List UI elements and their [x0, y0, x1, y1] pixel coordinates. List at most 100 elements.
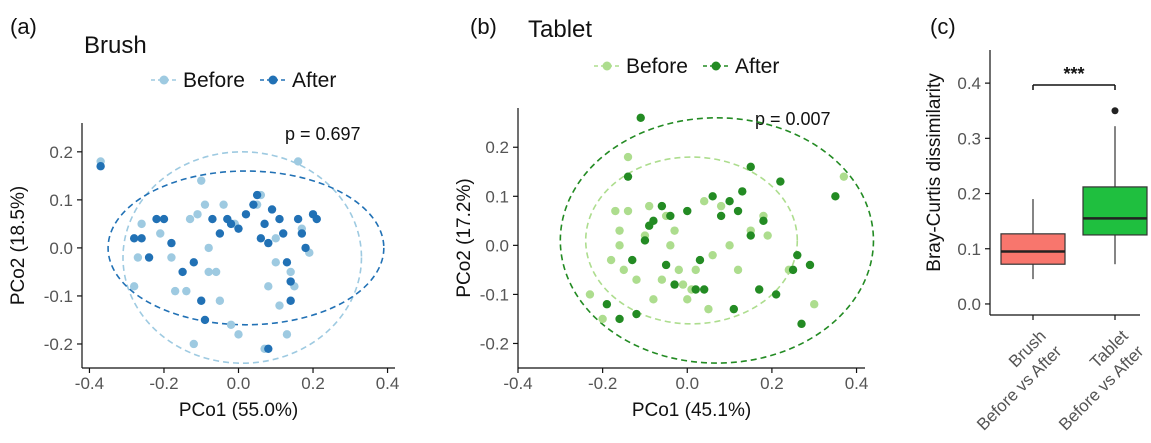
data-point [623, 172, 633, 181]
data-point [200, 315, 210, 325]
data-point [189, 339, 198, 349]
data-point [293, 157, 303, 166]
data-point [264, 282, 273, 291]
data-point [810, 300, 819, 309]
legend-marker [711, 61, 721, 71]
y-tick-label: 0.0 [485, 236, 509, 255]
y-tick-label: 0.2 [485, 138, 509, 157]
data-point [666, 241, 675, 250]
data-point [215, 229, 225, 238]
x-tick-label: 0.4 [845, 374, 869, 393]
data-point [271, 234, 280, 243]
y-tick-label: -0.1 [44, 287, 73, 306]
data-point [661, 260, 671, 270]
box-iqr [1000, 233, 1066, 265]
data-point [197, 176, 206, 185]
data-point [636, 113, 645, 123]
data-point [234, 224, 243, 233]
y-tick-label: 0.1 [957, 240, 981, 259]
data-point [666, 211, 675, 221]
data-point [649, 295, 658, 304]
data-point [615, 241, 624, 250]
legend-marker [159, 75, 169, 85]
y-tick-label: 0.2 [957, 185, 981, 204]
x-tick-label: 0.2 [760, 374, 784, 393]
data-point [632, 275, 641, 284]
data-point [759, 216, 768, 226]
y-tick-label: -0.1 [480, 285, 509, 304]
x-axis-label: PCo1 (55.0%) [179, 400, 298, 421]
data-point [129, 234, 139, 243]
data-point [615, 314, 624, 324]
panel-c: (c) 0.0 0.1 0.2 0.3 0.4 Bray-Curtis dissimilar… [924, 14, 1148, 434]
data-point [805, 260, 815, 270]
data-point [683, 295, 692, 304]
y-tick-label: -0.2 [44, 335, 73, 354]
data-point [170, 286, 180, 296]
data-point [623, 206, 633, 216]
data-point [204, 267, 213, 277]
data-point [839, 172, 849, 181]
panel-title: Tablet [528, 16, 592, 43]
data-point [670, 226, 679, 235]
box-tablet [1082, 107, 1148, 265]
data-point [691, 265, 700, 275]
data-point [133, 253, 143, 262]
data-point [733, 206, 743, 216]
data-point [683, 206, 692, 216]
data-point [729, 304, 739, 314]
x-tick-label: 0.0 [675, 374, 699, 393]
data-point [129, 282, 139, 291]
data-point [293, 214, 303, 224]
data-point [211, 267, 221, 277]
legend-label: After [735, 55, 779, 78]
data-point [189, 258, 198, 267]
data-point [152, 214, 161, 224]
data-point [632, 309, 641, 319]
data-point [178, 267, 187, 277]
significance-stars: *** [1063, 64, 1084, 84]
data-point [264, 344, 273, 353]
data-point [312, 214, 321, 224]
panel-a: (a) Brush Before After -0.4 -0.2 0.0 0.2 0.4 -0.2… [8, 14, 399, 421]
x-tick-label: -0.2 [149, 374, 178, 393]
data-point [716, 201, 726, 211]
confidence-ellipse-after [559, 117, 875, 364]
data-point [602, 300, 612, 309]
y-tick-label: 0.0 [957, 295, 981, 314]
data-point [264, 238, 273, 248]
legend-item-after: After [703, 55, 779, 78]
data-point [788, 265, 798, 275]
legend-item-after: After [260, 69, 336, 92]
y-tick-label: 0.4 [957, 74, 981, 93]
data-point [267, 205, 277, 214]
data-point [271, 258, 280, 267]
data-point [831, 192, 840, 201]
data-point [197, 296, 206, 305]
series-after [96, 162, 321, 353]
outlier-point [1111, 107, 1119, 115]
data-point [252, 190, 262, 200]
data-point [156, 229, 165, 238]
data-point [256, 234, 266, 243]
data-point [674, 265, 684, 275]
data-point [611, 206, 620, 216]
data-point [776, 177, 785, 186]
data-point [159, 214, 169, 224]
data-point [234, 330, 243, 339]
y-tick-label: 0.1 [49, 191, 73, 210]
data-point [200, 200, 210, 209]
data-point [699, 197, 709, 206]
data-point [219, 200, 228, 209]
data-point [716, 211, 726, 221]
confidence-ellipse-before [122, 151, 363, 364]
y-tick-label: 0.1 [485, 187, 509, 206]
data-point [226, 219, 236, 229]
box-iqr [1082, 186, 1148, 236]
data-point [260, 219, 269, 229]
data-point [137, 234, 146, 243]
panel-label: (a) [10, 14, 37, 39]
data-point [615, 226, 624, 235]
data-point [746, 231, 755, 240]
data-point [708, 192, 717, 201]
